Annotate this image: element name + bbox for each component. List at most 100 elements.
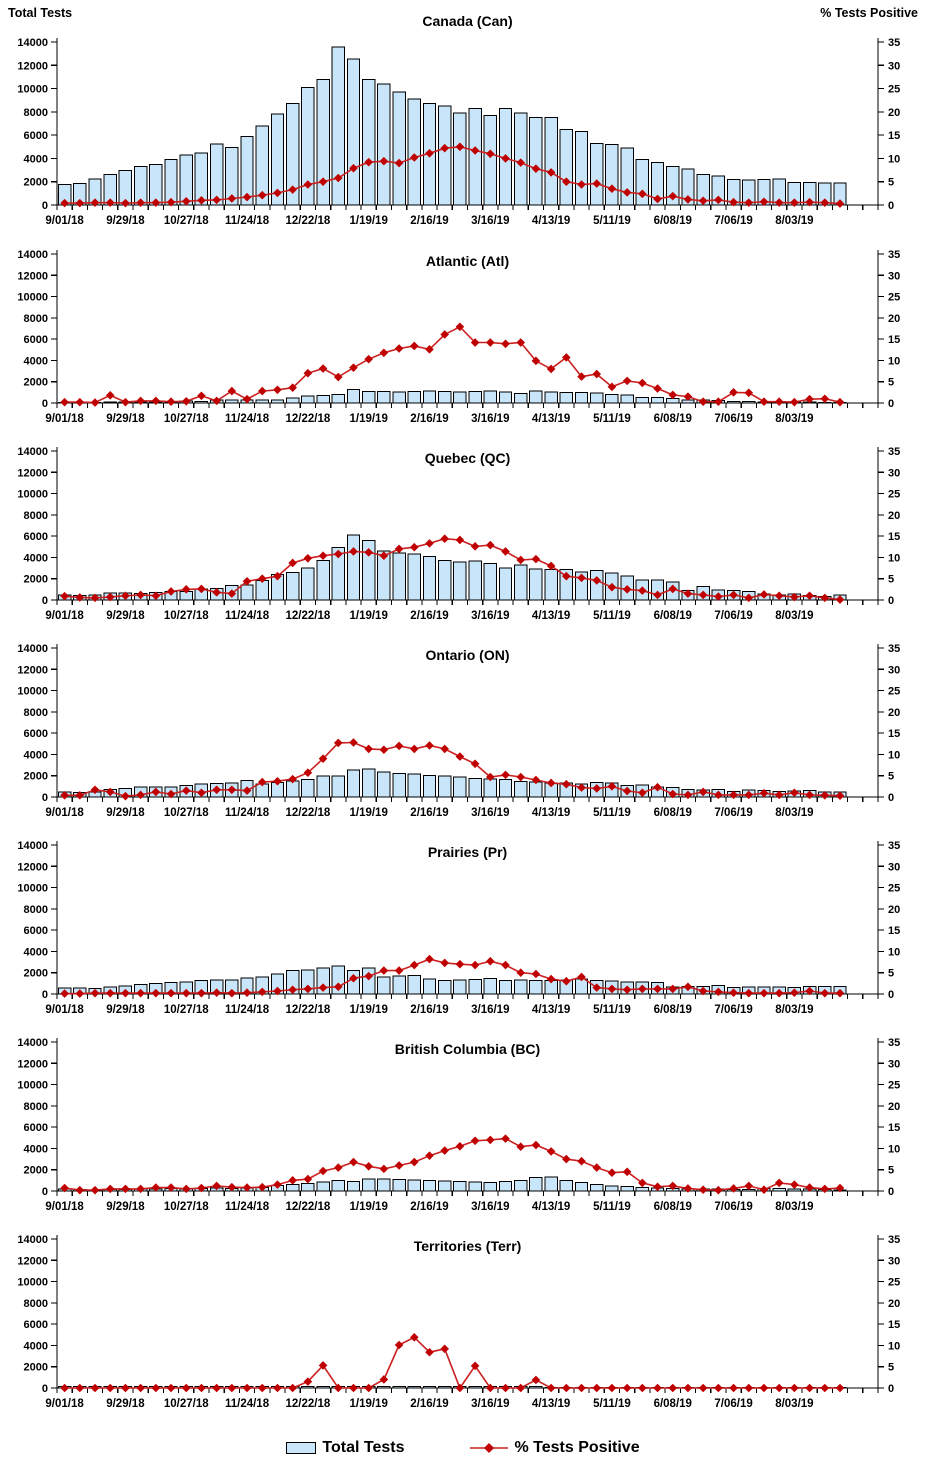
x-tick-label: 7/06/19 [714,215,752,227]
pct-positive-marker [349,363,358,372]
pct-positive-marker [288,383,297,392]
total-tests-bar [605,1185,619,1192]
pct-positive-marker [774,1383,784,1393]
x-tick-label: 4/13/19 [532,610,570,622]
left-tick-label: 0 [42,1186,48,1198]
x-tick-label: 7/06/19 [714,1004,752,1016]
right-tick-label: 5 [888,1362,894,1374]
pct-positive-marker [90,398,100,407]
pct-positive-marker [212,1181,221,1191]
pct-positive-marker [257,1383,267,1393]
pct-positive-marker [455,752,465,761]
pct-positive-marker [257,777,267,787]
chart-title: Canada (Can) [422,13,512,29]
x-tick-label: 2/16/19 [410,807,448,819]
right-tick-label: 35 [888,643,900,655]
total-tests-bar [529,390,543,404]
total-tests-bar [103,401,117,404]
pct-positive-marker [729,988,738,998]
x-tick-label: 6/08/19 [654,215,692,227]
total-tests-bar [437,560,452,601]
pct-positive-line [64,1336,840,1390]
total-tests-bar [468,979,482,995]
left-tick-label: 4000 [24,749,48,761]
pct-positive-marker [714,987,723,997]
total-tests-bar [316,395,330,404]
x-tick-label: 6/08/19 [654,610,692,622]
x-tick-label: 6/08/19 [654,413,692,425]
total-tests-bar [270,399,285,404]
pct-positive-marker [698,1185,708,1195]
right-tick-label: 20 [888,904,900,916]
total-tests-bar [590,570,604,601]
pct-positive-marker [622,1383,632,1393]
pct-positive-marker [364,744,373,754]
pct-positive-marker [394,158,404,168]
pct-positive-marker [303,984,313,994]
pct-positive-marker [592,1383,602,1393]
pct-positive-marker [227,988,237,998]
pct-positive-marker [774,198,784,207]
pct-positive-marker [470,1361,480,1371]
axes [51,447,884,605]
x-tick-label: 10/27/18 [164,610,209,622]
total-tests-bar [726,400,741,404]
left-tick-label: 4000 [24,552,48,564]
pct-positive-marker [333,1163,343,1172]
x-tick-label: 7/06/19 [714,610,752,622]
pct-positive-marker [409,1333,419,1342]
x-tick-label: 9/01/18 [45,1004,84,1016]
chart-svg: Territories (Terr) 0 2000 4000 6000 8000 10000… [17,1234,900,1410]
right-tick-label: 15 [888,728,900,740]
total-tests-bar [711,175,726,206]
total-tests-bar [316,560,330,601]
right-tick-label: 20 [888,107,900,119]
total-tests-bar [453,391,467,404]
pct-positive-marker [364,157,373,167]
total-tests-bar [514,392,528,404]
left-tick-label: 4000 [24,1340,48,1352]
total-tests-bar [514,564,528,601]
left-tick-label: 4000 [24,946,48,958]
pct-positive-marker [698,590,708,600]
pct-positive-marker [333,982,343,992]
pct-positive-marker [349,1157,358,1167]
pct-positive-marker [729,790,738,800]
pct-positive-marker [197,584,206,594]
pct-positive-marker [516,555,526,565]
chart-title: Atlantic (Atl) [426,253,509,269]
left-tick-label: 8000 [24,1298,48,1310]
pct-positive-marker [121,1383,130,1393]
pct-positive-marker [90,785,100,795]
pct-positive-marker [820,790,830,800]
pct-positive-marker [105,988,115,998]
pct-positive-marker [197,988,206,998]
right-tick-label: 25 [888,1277,900,1289]
axes [51,841,884,999]
x-tick-label: 8/03/19 [775,807,813,819]
pct-positive-marker [136,988,145,998]
x-tick-label: 9/01/18 [45,1201,84,1213]
pct-positive-marker [835,1183,845,1193]
pct-positive-marker [379,1164,389,1174]
chart-title: British Columbia (BC) [395,1041,540,1057]
right-tick-label: 15 [888,130,900,142]
right-tick-label: 25 [888,489,900,501]
total-tests-bar [331,393,345,404]
total-tests-bar [529,117,543,206]
pct-positive-marker [531,969,541,979]
total-tests-bar [483,1181,498,1192]
total-tests-bar [437,1386,452,1389]
pct-positive-marker [105,787,115,797]
pct-positive-line [64,537,841,601]
pct-positive-marker [622,786,632,796]
pct-positive-marker [318,177,328,187]
pct-positive-marker [698,196,708,206]
right-tick-label: 30 [888,60,900,72]
total-tests-bar [377,550,391,601]
x-tick-label: 9/29/18 [106,1004,145,1016]
x-tick-label: 4/13/19 [532,413,570,425]
total-tests-bar [544,1176,558,1192]
total-tests-bar [772,1187,786,1192]
pct-positive-marker [166,197,176,207]
